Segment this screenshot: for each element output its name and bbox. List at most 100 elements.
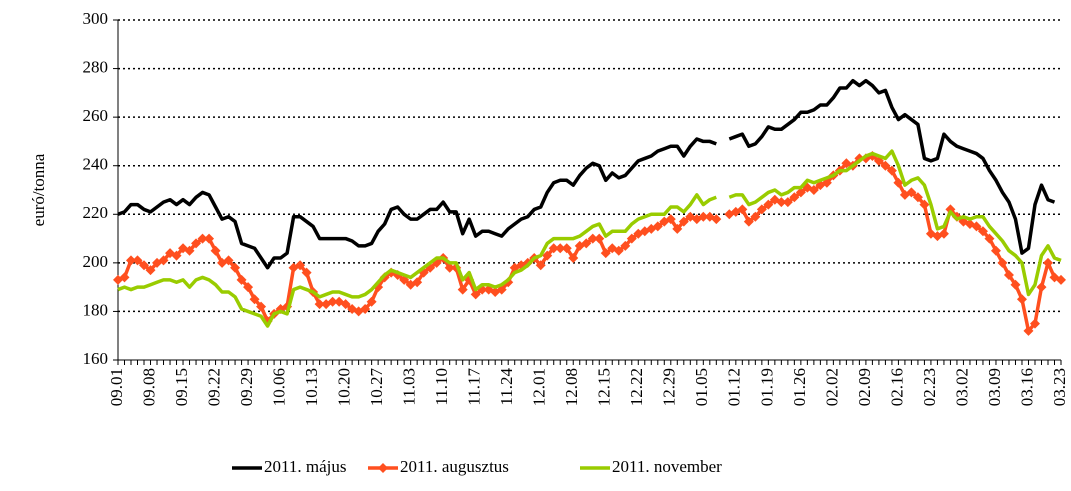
series-line — [117, 149, 1062, 328]
y-tick-label: 160 — [83, 349, 109, 368]
marker — [672, 223, 683, 234]
marker — [132, 255, 143, 266]
y-tick-label: 240 — [83, 155, 109, 174]
marker — [223, 255, 234, 266]
y-tick-label: 300 — [83, 9, 109, 28]
marker — [600, 248, 611, 259]
marker — [763, 199, 774, 210]
marker — [919, 199, 930, 210]
marker — [678, 216, 689, 227]
marker — [184, 245, 195, 256]
marker — [119, 272, 130, 283]
marker — [782, 197, 793, 208]
x-tick-label: 10.06 — [269, 368, 288, 406]
x-tick-label: 09.15 — [172, 368, 191, 406]
marker — [893, 177, 904, 188]
x-tick-label: 01.12 — [725, 368, 744, 406]
y-tick-label: 280 — [83, 57, 109, 76]
x-tick-label: 01.19 — [757, 368, 776, 406]
marker — [236, 274, 247, 285]
marker — [1056, 274, 1066, 285]
marker — [243, 282, 254, 293]
marker — [340, 299, 351, 310]
marker — [412, 277, 423, 288]
marker — [158, 255, 169, 266]
x-tick-label: 12.22 — [627, 368, 646, 406]
marker — [360, 304, 371, 314]
marker — [789, 192, 800, 203]
legend-label: 2011. május — [264, 457, 346, 476]
marker — [938, 228, 949, 239]
marker — [912, 192, 923, 203]
marker — [256, 301, 267, 312]
marker — [171, 250, 182, 261]
y-tick-label: 260 — [83, 106, 109, 125]
x-tick-label: 11.17 — [465, 368, 484, 406]
marker — [535, 260, 546, 271]
marker — [139, 260, 150, 271]
marker — [1016, 294, 1027, 305]
marker — [620, 240, 631, 251]
marker — [249, 294, 260, 305]
x-tick-label: 10.27 — [367, 368, 386, 407]
marker — [626, 233, 637, 244]
marker — [470, 289, 481, 300]
x-tick-label: 02.09 — [855, 368, 874, 406]
x-tick-label: 09.29 — [237, 368, 256, 406]
marker — [945, 204, 956, 215]
marker — [210, 245, 221, 256]
x-tick-label: 03.02 — [952, 368, 971, 406]
x-tick-label: 12.01 — [530, 368, 549, 406]
marker — [880, 160, 891, 171]
x-tick-label: 11.24 — [497, 368, 516, 406]
marker — [1003, 270, 1014, 280]
y-tick-label: 200 — [83, 252, 109, 271]
marker — [743, 216, 754, 227]
marker — [1036, 282, 1047, 293]
x-tick-label: 10.20 — [335, 368, 354, 406]
marker — [230, 262, 241, 273]
legend-label: 2011. november — [612, 457, 722, 476]
x-tick-label: 03.16 — [1017, 368, 1036, 406]
series-line — [117, 78, 1056, 270]
marker — [457, 284, 468, 295]
x-tick-label: 03.23 — [1050, 368, 1069, 406]
marker — [314, 299, 325, 310]
marker — [366, 296, 377, 307]
x-tick-label: 01.05 — [692, 368, 711, 406]
marker — [906, 187, 917, 198]
marker — [548, 243, 559, 254]
marker — [594, 233, 605, 244]
x-tick-label: 09.01 — [107, 368, 126, 406]
marker — [197, 233, 208, 244]
marker — [1029, 318, 1040, 329]
marker — [444, 262, 455, 273]
x-tick-label: 09.22 — [204, 368, 223, 406]
x-tick-label: 12.29 — [660, 368, 679, 406]
marker — [126, 255, 137, 266]
marker — [191, 238, 202, 249]
marker — [204, 233, 215, 244]
marker — [568, 253, 579, 263]
marker — [795, 187, 806, 198]
marker — [1042, 257, 1053, 268]
marker — [587, 233, 598, 244]
legend-label: 2011. augusztus — [400, 457, 509, 476]
y-axis-label: euró/tonna — [29, 153, 48, 226]
x-tick-label: 09.08 — [139, 368, 158, 406]
legend-marker — [378, 463, 388, 473]
marker — [542, 250, 553, 261]
x-tick-label: 02.02 — [822, 368, 841, 406]
y-tick-label: 180 — [83, 300, 109, 319]
marker — [581, 238, 592, 249]
marker — [145, 265, 156, 276]
marker — [711, 214, 722, 225]
marker — [1010, 279, 1021, 290]
x-tick-label: 03.09 — [985, 368, 1004, 406]
marker — [613, 245, 624, 256]
x-tick-label: 02.16 — [887, 368, 906, 406]
y-tick-label: 220 — [83, 203, 109, 222]
x-tick-label: 11.10 — [432, 368, 451, 406]
marker — [698, 211, 709, 222]
